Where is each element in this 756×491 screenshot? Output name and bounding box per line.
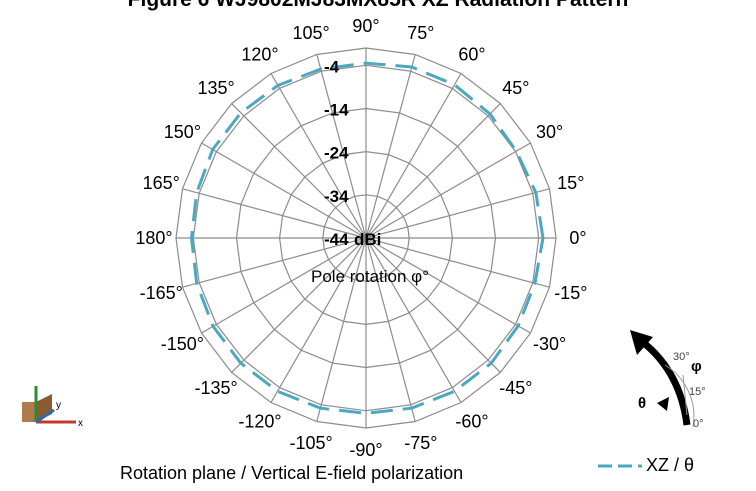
grid-spoke [270, 73, 367, 239]
grid-spoke [365, 237, 462, 403]
angle-tick-label: 75° [407, 23, 434, 43]
angle-tick-label: 165° [143, 173, 180, 193]
series-line [189, 61, 545, 415]
ring-value-label: -44 [324, 230, 349, 249]
grid-spoke [201, 237, 367, 334]
axes-icon: x y [22, 386, 83, 429]
grid-spoke [316, 237, 367, 422]
angle-tick-label: 60° [458, 44, 485, 64]
grid-spoke [365, 237, 501, 373]
legend: XZ / θ [598, 455, 694, 476]
svg-text:y: y [56, 400, 61, 411]
rotation-plane-note: Rotation plane / Vertical E-field polari… [120, 463, 464, 483]
theta-symbol: θ [638, 395, 646, 412]
legend-label: XZ / θ [646, 455, 695, 475]
angle-tick-label: 45° [502, 78, 529, 98]
angle-tick-label: 0° [569, 228, 586, 248]
angle-tick-label: 30° [536, 122, 563, 142]
angle-tick-label: 180° [135, 228, 172, 248]
grid-spoke [365, 237, 550, 288]
angle-tick-label: 135° [197, 78, 234, 98]
grid-spoke [316, 54, 367, 239]
angle-tick-label: -15° [554, 283, 587, 303]
angle-tick-label: -135° [194, 378, 237, 398]
ring-value-label: -34 [324, 187, 349, 206]
ring-value-label: -14 [324, 101, 349, 120]
ring-value-label: -4 [324, 57, 340, 76]
chart-title: Figure 6 WJ9802MJ83MX85R XZ Radiation Pa… [0, 0, 756, 12]
angle-tick-label: 105° [292, 23, 329, 43]
grid-spoke [270, 237, 367, 403]
unit-label: dBi [354, 230, 381, 249]
grid-spoke [231, 103, 367, 239]
grid-spoke [365, 237, 416, 422]
center-label: Pole rotation φ° [311, 267, 429, 286]
grid-spoke [365, 103, 501, 239]
angle-tick-label: -120° [238, 412, 281, 432]
tick-30-label: 30° [673, 351, 690, 363]
legend-swatch [598, 464, 642, 467]
angle-tick-label: -90° [349, 440, 382, 460]
angle-tick-label: 150° [164, 122, 201, 142]
angle-tick-label: 90° [352, 16, 379, 36]
grid-spoke [365, 54, 416, 239]
grid-spoke [182, 237, 367, 288]
angle-tick-label: -45° [499, 378, 532, 398]
angle-tick-label: -150° [161, 334, 204, 354]
angle-tick-label: -165° [140, 283, 183, 303]
svg-text:x: x [78, 418, 83, 429]
grid-spoke [365, 188, 550, 239]
grid-spoke [182, 188, 367, 239]
grid-spoke [365, 73, 462, 239]
angle-tick-label: -30° [533, 334, 566, 354]
rotation-indicator-icon: 30° φ 15° θ 0° [630, 330, 706, 430]
angle-tick-label: -60° [455, 412, 488, 432]
tick-15-label: 15° [689, 386, 706, 398]
phi-symbol: φ [691, 358, 702, 375]
angle-tick-label: -75° [404, 433, 437, 453]
angle-tick-label: 15° [557, 173, 584, 193]
angle-tick-label: -105° [289, 433, 332, 453]
angle-tick-label: 120° [241, 44, 278, 64]
grid-spoke [365, 237, 531, 334]
grid-spoke [201, 142, 367, 239]
tick-0-label: 0° [693, 418, 704, 430]
ring-value-label: -24 [324, 144, 349, 163]
grid-spoke [365, 142, 531, 239]
grid-spoke [231, 237, 367, 373]
